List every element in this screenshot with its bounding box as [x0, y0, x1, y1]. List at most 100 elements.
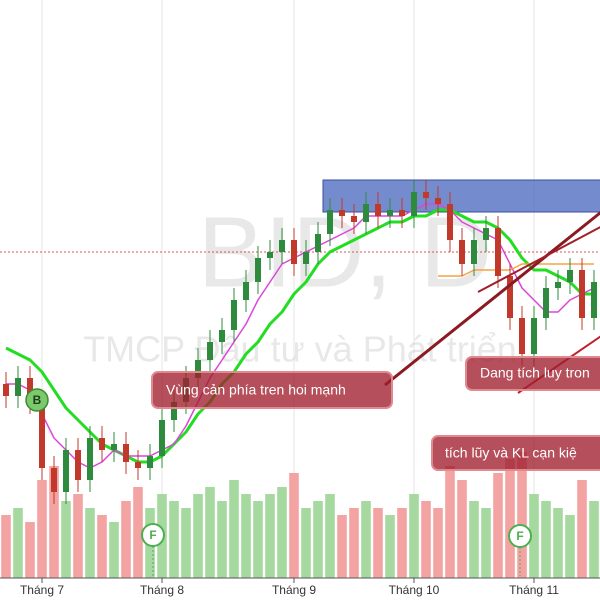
annotation-box: [465, 356, 600, 391]
volume-bar: [349, 508, 359, 578]
candle-body: [195, 360, 201, 378]
candle-body: [447, 204, 453, 240]
candle-body: [135, 462, 141, 468]
annotation-text: Dang tích luy tron: [480, 365, 590, 381]
candle-body: [87, 438, 93, 480]
candle-body: [471, 240, 477, 264]
marker-label: F: [149, 528, 156, 542]
candle-body: [243, 282, 249, 300]
candle-body: [147, 456, 153, 468]
volume-bar: [169, 501, 179, 578]
candle-body: [111, 444, 117, 450]
volume-bar: [457, 480, 467, 578]
marker-circle: [25, 388, 49, 412]
volume-bar: [109, 522, 119, 578]
annotation: Dang tích luy tron: [465, 356, 600, 391]
marker-label: B: [33, 393, 42, 407]
volume-bar: [481, 508, 491, 578]
candle-body: [171, 402, 177, 420]
volume-bar: [421, 501, 431, 578]
candle-body: [567, 270, 573, 282]
volume-bar: [49, 466, 59, 578]
candle-body: [399, 210, 405, 216]
candle-body: [495, 228, 501, 276]
volume-bar: [301, 508, 311, 578]
candle-layer: [3, 180, 597, 504]
candle-body: [267, 252, 273, 258]
candle-body: [459, 240, 465, 264]
volume-bar: [85, 508, 95, 578]
volume-bar: [37, 480, 47, 578]
volume-bar: [217, 501, 227, 578]
candle-body: [579, 270, 585, 318]
x-tick-label: Tháng 8: [140, 583, 184, 597]
annotation-text: tích lũy và KL cạn kiệ: [445, 445, 577, 461]
candle-body: [339, 210, 345, 216]
candle-body: [591, 282, 597, 318]
candle-body: [303, 252, 309, 264]
candle-body: [327, 210, 333, 234]
x-tick-label: Tháng 11: [509, 583, 559, 597]
candle-body: [543, 288, 549, 318]
candle-body: [27, 378, 33, 402]
x-axis: Tháng 7 Tháng 8 Tháng 9 Tháng 10 Tháng 11: [20, 578, 559, 597]
candle-body: [159, 420, 165, 456]
candle-body: [15, 378, 21, 396]
annotation: Vùng cản phía tren hoi mạnh: [151, 371, 393, 409]
candle-body: [315, 234, 321, 252]
volume-bar: [565, 515, 575, 578]
marker: B: [25, 388, 49, 412]
volume-bar: [553, 508, 563, 578]
candle-body: [519, 318, 525, 354]
marker-circle: [141, 523, 165, 547]
volume-bar: [361, 501, 371, 578]
candle-body: [63, 450, 69, 492]
annotation-box: [431, 435, 600, 471]
candle-body: [411, 192, 417, 216]
candle-body: [219, 330, 225, 342]
volume-layer: [1, 452, 599, 578]
volume-bar: [277, 487, 287, 578]
volume-bar: [577, 480, 587, 578]
volume-bar: [493, 473, 503, 578]
volume-bar: [133, 487, 143, 578]
volume-bar: [325, 494, 335, 578]
volume-bar: [445, 466, 455, 578]
volume-bar: [433, 508, 443, 578]
candle-body: [423, 192, 429, 198]
annotation-text: Vùng cản phía tren hoi mạnh: [166, 382, 346, 398]
volume-bar: [337, 515, 347, 578]
volume-bar: [1, 515, 11, 578]
volume-bar: [541, 501, 551, 578]
candle-body: [255, 258, 261, 282]
candle-body: [435, 198, 441, 204]
volume-bar: [517, 452, 527, 578]
candle-body: [291, 240, 297, 264]
candle-body: [351, 216, 357, 222]
candle-body: [531, 318, 537, 354]
candle-body: [363, 204, 369, 222]
candle-body: [231, 300, 237, 330]
candle-body: [39, 402, 45, 468]
candle-body: [387, 210, 393, 216]
moving-average: [438, 263, 594, 277]
candle-body: [375, 204, 381, 216]
trend-line: [384, 211, 600, 387]
annotation-box: [151, 371, 393, 409]
candle-body: [51, 468, 57, 492]
volume-bar: [229, 480, 239, 578]
volume-bar: [121, 501, 131, 578]
candle-body: [123, 444, 129, 462]
volume-bar: [13, 508, 23, 578]
volume-bar: [181, 508, 191, 578]
marker-label: F: [516, 529, 523, 543]
volume-bar: [385, 515, 395, 578]
candle-body: [483, 228, 489, 240]
volume-bar: [409, 494, 419, 578]
volume-bar: [265, 494, 275, 578]
x-tick-label: Tháng 10: [389, 583, 440, 597]
candle-body: [207, 342, 213, 360]
volume-bar: [505, 459, 515, 578]
volume-bar: [73, 494, 83, 578]
